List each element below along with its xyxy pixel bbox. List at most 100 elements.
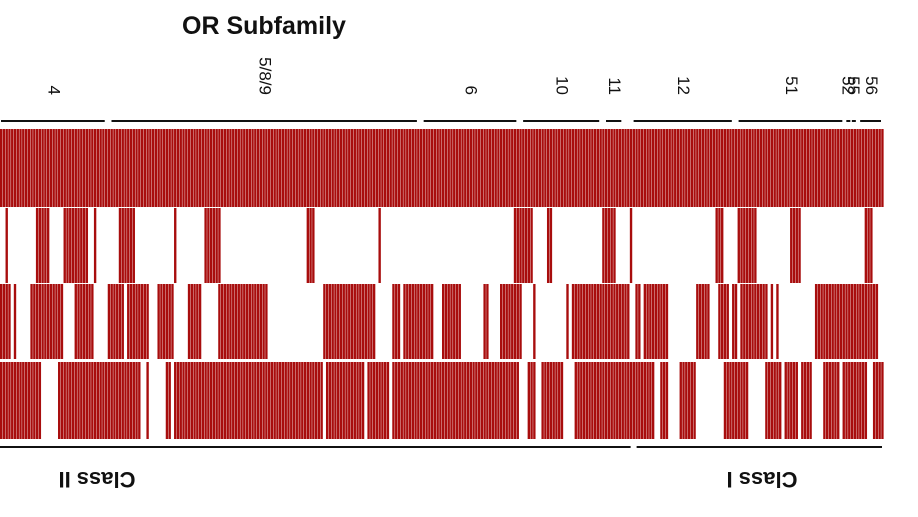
heatmap-cell <box>77 284 80 359</box>
heatmap-cell <box>403 284 406 359</box>
heatmap-cell <box>875 129 879 207</box>
heatmap-cell <box>538 129 542 207</box>
heatmap-cell <box>85 284 89 359</box>
heatmap-cell <box>779 129 782 207</box>
heatmap-cell <box>607 129 611 207</box>
heatmap-cell <box>325 129 329 207</box>
heatmap-cell <box>406 284 409 359</box>
heatmap-cell <box>91 284 94 359</box>
heatmap-cell <box>331 129 334 207</box>
heatmap-cell <box>466 362 470 439</box>
heatmap-cell <box>533 362 536 439</box>
heatmap-cell <box>754 284 757 359</box>
heatmap-cell <box>823 129 826 207</box>
heatmap-cell <box>116 362 119 439</box>
heatmap-row <box>0 362 884 439</box>
heatmap-cell <box>593 129 597 207</box>
heatmap-cell <box>748 129 752 207</box>
heatmap-cell <box>856 284 859 359</box>
heatmap-cell <box>171 129 174 207</box>
heatmap-cell <box>850 129 854 207</box>
heatmap-cell <box>872 284 876 359</box>
heatmap-cell <box>403 129 406 207</box>
heatmap-cell <box>417 129 420 207</box>
heatmap-cell <box>403 362 406 439</box>
subfamily-label: 6 <box>462 86 481 95</box>
heatmap-cell <box>309 208 312 283</box>
heatmap-cell <box>436 129 439 207</box>
heatmap-cell <box>174 129 177 207</box>
heatmap-cell <box>287 362 290 439</box>
heatmap-cell <box>511 129 514 207</box>
heatmap-cell <box>516 362 519 439</box>
heatmap-cell <box>848 362 851 439</box>
heatmap-cell <box>629 129 633 207</box>
heatmap-cell <box>425 284 428 359</box>
heatmap-cell <box>198 129 202 207</box>
heatmap-cell <box>527 129 531 207</box>
heatmap-cell <box>837 129 840 207</box>
heatmap-cell <box>613 362 616 439</box>
heatmap-cell <box>519 208 522 283</box>
heatmap-cell <box>325 284 329 359</box>
heatmap-cell <box>279 129 282 207</box>
heatmap-cell <box>654 284 658 359</box>
heatmap-cell <box>425 129 428 207</box>
heatmap-cell <box>442 362 445 439</box>
heatmap-cell <box>372 129 376 207</box>
heatmap-cell <box>765 129 768 207</box>
heatmap-cell <box>395 362 398 439</box>
subfamily-label: 56 <box>862 76 881 95</box>
heatmap-cell <box>60 284 64 359</box>
heatmap-cell <box>469 362 473 439</box>
heatmap-cell <box>878 129 881 207</box>
heatmap-cell <box>121 208 124 283</box>
heatmap-cell <box>549 129 553 207</box>
heatmap-cell <box>732 129 735 207</box>
heatmap-cell <box>129 362 133 439</box>
heatmap-cell <box>558 129 561 207</box>
heatmap-cell <box>118 284 122 359</box>
heatmap-cell <box>342 129 345 207</box>
heatmap-cell <box>825 362 829 439</box>
heatmap-cell <box>803 129 807 207</box>
heatmap-cell <box>461 129 464 207</box>
heatmap-cell <box>574 284 577 359</box>
heatmap-cell <box>773 362 776 439</box>
heatmap-cell <box>516 208 519 283</box>
heatmap-cell <box>182 129 185 207</box>
heatmap-cell <box>356 284 359 359</box>
heatmap-cell <box>378 129 381 207</box>
heatmap-cell <box>267 129 271 207</box>
heatmap-cell <box>759 284 763 359</box>
heatmap-cell <box>364 284 368 359</box>
heatmap-cell <box>71 362 75 439</box>
heatmap-cell <box>820 129 823 207</box>
heatmap-cell <box>574 362 577 439</box>
heatmap-cell <box>430 362 434 439</box>
heatmap-cell <box>825 284 829 359</box>
heatmap-cell <box>665 362 669 439</box>
heatmap-cell <box>743 362 746 439</box>
heatmap-cell <box>513 362 517 439</box>
heatmap-cell <box>414 129 417 207</box>
heatmap-cell <box>663 284 666 359</box>
heatmap-cell <box>480 129 484 207</box>
heatmap-cell <box>748 208 752 283</box>
heatmap-cell <box>475 129 478 207</box>
heatmap-cell <box>237 284 240 359</box>
heatmap-cell <box>651 284 655 359</box>
heatmap-cell <box>287 129 290 207</box>
heatmap-cell <box>629 362 633 439</box>
heatmap-cell <box>762 284 765 359</box>
heatmap-cell <box>406 129 409 207</box>
heatmap-cell <box>530 129 533 207</box>
heatmap-cell <box>66 129 69 207</box>
heatmap-cell <box>245 284 249 359</box>
heatmap-cell <box>687 129 691 207</box>
heatmap-cell <box>823 284 826 359</box>
class-label: Class I <box>727 467 798 492</box>
heatmap-cell <box>212 129 216 207</box>
subfamily-label: 12 <box>674 76 693 95</box>
subfamily-label: 51 <box>782 76 801 95</box>
